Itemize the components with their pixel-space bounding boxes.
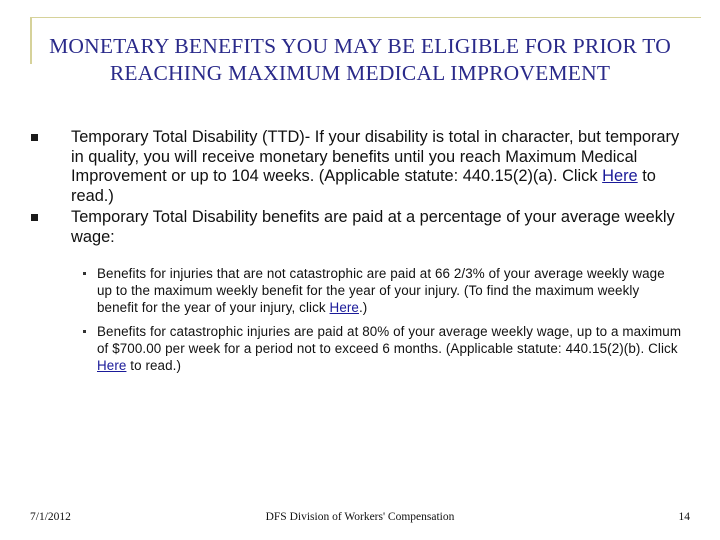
sub-bullet-non-catastrophic-text-end: .) [358,300,368,315]
bullet-percentage-text: Temporary Total Disability benefits are … [71,208,675,246]
bullet-percentage: Temporary Total Disability benefits are … [30,208,690,247]
sub-bullet-catastrophic-text-end: to read.) [126,358,182,373]
square-bullet-icon [31,214,38,222]
footer-page-number: 14 [678,511,691,523]
sub-bullet-catastrophic-text: Benefits for catastrophic injuries are p… [97,324,682,356]
small-square-bullet-icon [83,272,86,275]
max-weekly-benefit-link[interactable]: Here [329,300,359,315]
slide-frame-left-line [30,17,32,64]
bullet-ttd: Temporary Total Disability (TTD)- If you… [30,128,690,206]
small-square-bullet-icon [83,330,86,333]
statute-440-15-2b-link[interactable]: Here [97,358,127,373]
slide-title: MONETARY BENEFITS YOU MAY BE ELIGIBLE FO… [49,34,671,85]
slide-frame-top-line [30,17,701,18]
square-bullet-icon [31,134,38,141]
sub-bullet-non-catastrophic-text: Benefits for injuries that are not catas… [97,266,665,315]
bullet-list: Temporary Total Disability (TTD)- If you… [30,128,690,248]
footer-date: 7/1/2012 [30,511,71,523]
sub-bullet-catastrophic: Benefits for catastrophic injuries are p… [83,323,683,374]
footer-organization: DFS Division of Workers' Compensation [265,511,455,523]
sub-bullet-list: Benefits for injuries that are not catas… [83,265,683,374]
bullet-ttd-text: Temporary Total Disability (TTD)- If you… [71,128,680,186]
bullet-ttd-text-end: to read.) [71,167,656,205]
sub-bullet-non-catastrophic: Benefits for injuries that are not catas… [83,265,683,316]
statute-440-15-2a-link[interactable]: Here [602,167,638,186]
